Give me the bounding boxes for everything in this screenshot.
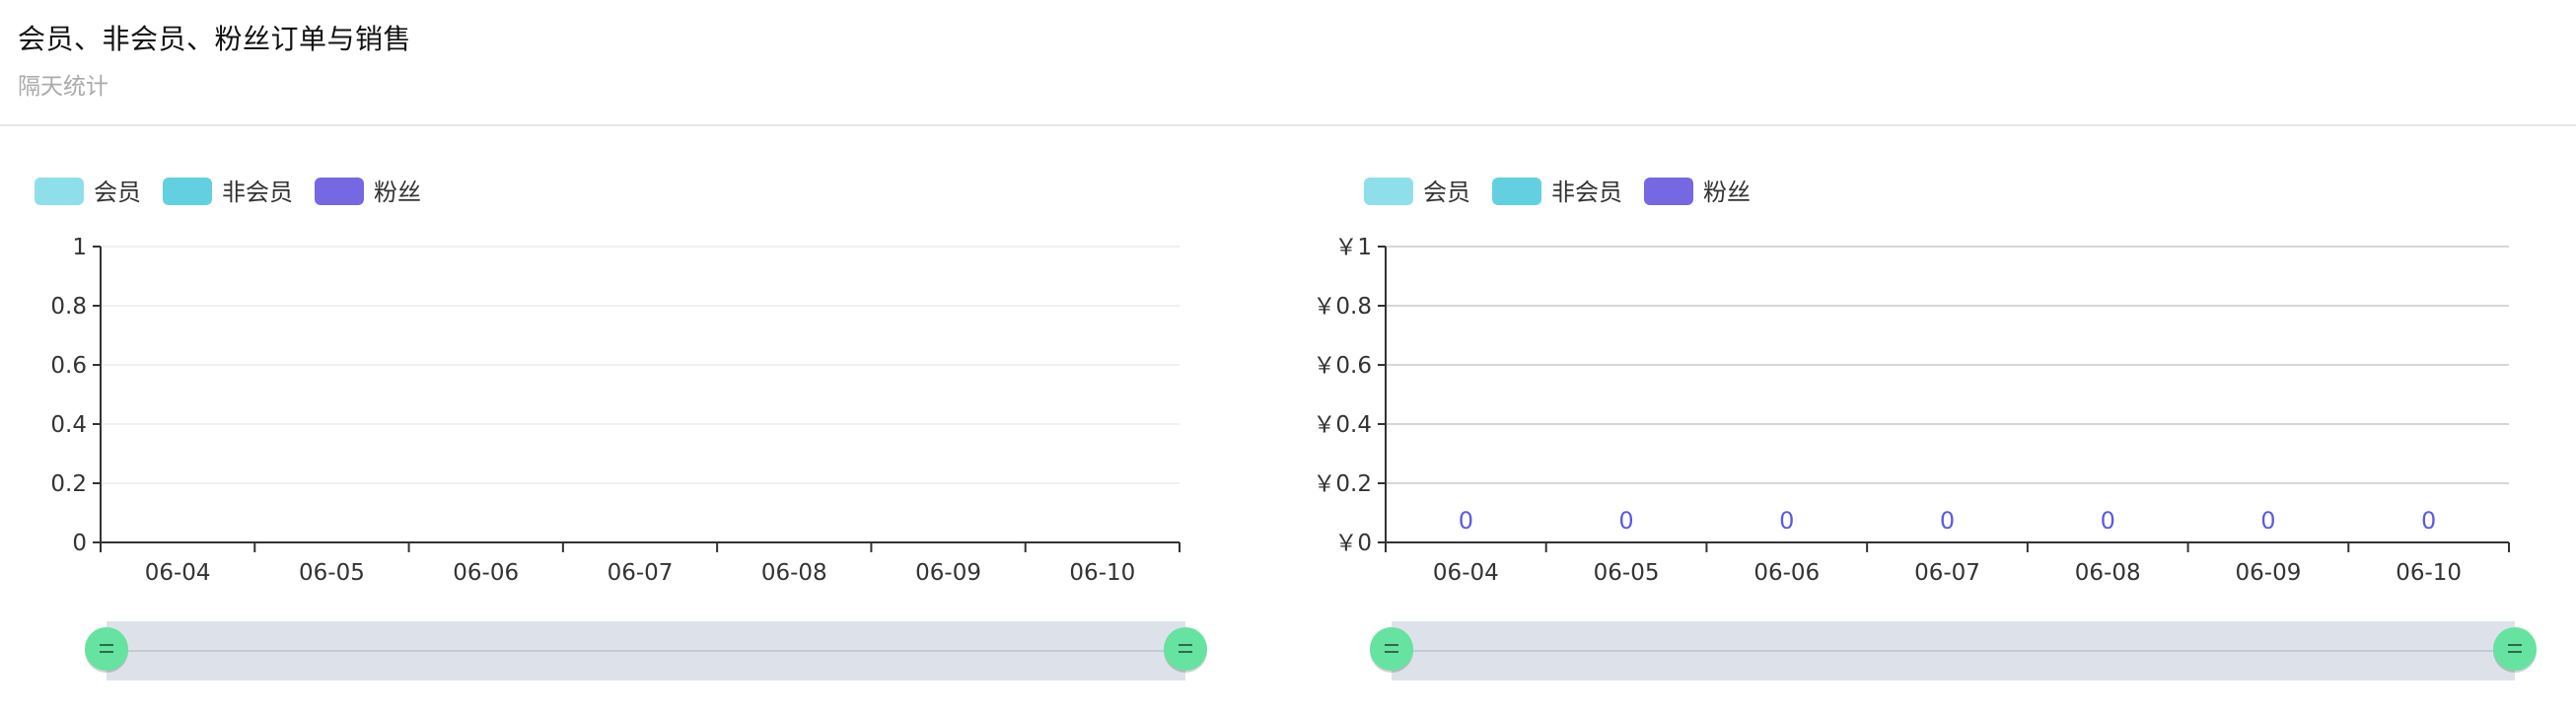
- chart-root: 会员 非会员 粉丝 0 0.2 0.4 0.6 0.8 1 06-04 06-05 06-06 06-0…: [35, 178, 1207, 680]
- handle-knob[interactable]: [1370, 627, 1413, 671]
- data-label: 0: [2260, 507, 2275, 535]
- x-tick-label: 06-06: [453, 560, 519, 586]
- legend-item[interactable]: 会员: [1364, 178, 1470, 206]
- x-tick-label: 06-08: [761, 560, 827, 586]
- handle-knob[interactable]: [1164, 627, 1207, 671]
- data-label: 0: [1618, 507, 1633, 535]
- data-label: 0: [2421, 507, 2436, 535]
- legend-item[interactable]: 粉丝: [315, 178, 421, 206]
- x-tick-label: 06-10: [1069, 560, 1135, 586]
- x-tick-label: 06-04: [1433, 560, 1499, 586]
- data-label: 0: [1940, 507, 1955, 535]
- page-header: 会员、非会员、粉丝订单与销售 隔天统计: [0, 0, 2576, 126]
- y-tick-label: 0: [72, 531, 87, 556]
- y-tick-label: ￥0.2: [1313, 471, 1372, 497]
- legend-swatch: [35, 178, 84, 205]
- zoom-handle-start[interactable]: [1370, 627, 1413, 673]
- legend-swatch: [315, 178, 364, 205]
- y-tick-label: 0.6: [50, 353, 87, 379]
- legend-item[interactable]: 非会员: [163, 178, 293, 206]
- legend-label: 会员: [1423, 179, 1470, 206]
- handle-knob[interactable]: [85, 627, 128, 671]
- y-tick-label: ￥0.6: [1313, 353, 1372, 379]
- legend-swatch: [1364, 178, 1413, 205]
- x-tick-label: 06-06: [1753, 560, 1820, 586]
- chart-root: 会员 非会员 粉丝 ￥0 ￥0.2 ￥0.4 ￥0.6 ￥0.8 ￥1 06-04 0 06-05 0 0…: [1313, 178, 2537, 680]
- legend-item[interactable]: 会员: [35, 178, 141, 206]
- legend: 会员 非会员 粉丝: [1364, 178, 1751, 206]
- legend-item[interactable]: 粉丝: [1644, 178, 1751, 206]
- data-zoom-slider[interactable]: [1370, 621, 2537, 680]
- zoom-handle-start[interactable]: [85, 627, 128, 673]
- data-label: 0: [1779, 507, 1794, 535]
- x-tick-label: 06-09: [915, 560, 981, 586]
- x-tick-label: 06-05: [1594, 560, 1660, 586]
- legend-label: 粉丝: [374, 179, 421, 206]
- y-tick-label: ￥0.8: [1313, 294, 1372, 320]
- legend-item[interactable]: 非会员: [1492, 178, 1622, 206]
- sales-chart: 会员 非会员 粉丝 ￥0 ￥0.2 ￥0.4 ￥0.6 ￥0.8 ￥1 06-04 0 06-05 0 0…: [1313, 178, 2537, 680]
- legend-label: 粉丝: [1703, 179, 1751, 206]
- legend-label: 非会员: [1551, 179, 1622, 206]
- x-tick-label: 06-04: [145, 560, 211, 586]
- y-tick-label: ￥1: [1334, 235, 1372, 260]
- x-tick-label: 06-05: [299, 560, 365, 586]
- page-title: 会员、非会员、粉丝订单与销售: [18, 23, 412, 55]
- data-zoom-slider[interactable]: [85, 621, 1207, 680]
- zoom-handle-end[interactable]: [1164, 627, 1207, 673]
- x-tick-label: 06-08: [2075, 560, 2141, 586]
- y-tick-label: ￥0.4: [1313, 412, 1372, 438]
- x-tick-label: 06-07: [608, 560, 674, 586]
- handle-knob[interactable]: [2493, 627, 2537, 671]
- x-tick-label: 06-07: [1914, 560, 1980, 586]
- y-tick-label: 0.4: [50, 412, 87, 438]
- y-tick-label: 0.8: [50, 294, 87, 320]
- y-tick-label: ￥0: [1334, 531, 1372, 556]
- x-tick-label: 06-10: [2396, 560, 2462, 586]
- y-tick-label: 0.2: [50, 471, 87, 497]
- data-label: 0: [2101, 507, 2115, 535]
- x-tick-label: 06-09: [2236, 560, 2302, 586]
- legend-swatch: [1644, 178, 1693, 205]
- orders-chart: 会员 非会员 粉丝 0 0.2 0.4 0.6 0.8 1 06-04 06-05 06-06 06-0…: [35, 178, 1207, 680]
- legend-label: 会员: [94, 179, 141, 206]
- zoom-handle-end[interactable]: [2493, 627, 2537, 673]
- y-tick-label: 1: [72, 235, 87, 260]
- page-subtitle: 隔天统计: [18, 74, 108, 100]
- legend-swatch: [1492, 178, 1541, 205]
- data-label: 0: [1459, 507, 1473, 535]
- legend-label: 非会员: [222, 179, 293, 206]
- legend: 会员 非会员 粉丝: [35, 178, 421, 206]
- legend-swatch: [163, 178, 212, 205]
